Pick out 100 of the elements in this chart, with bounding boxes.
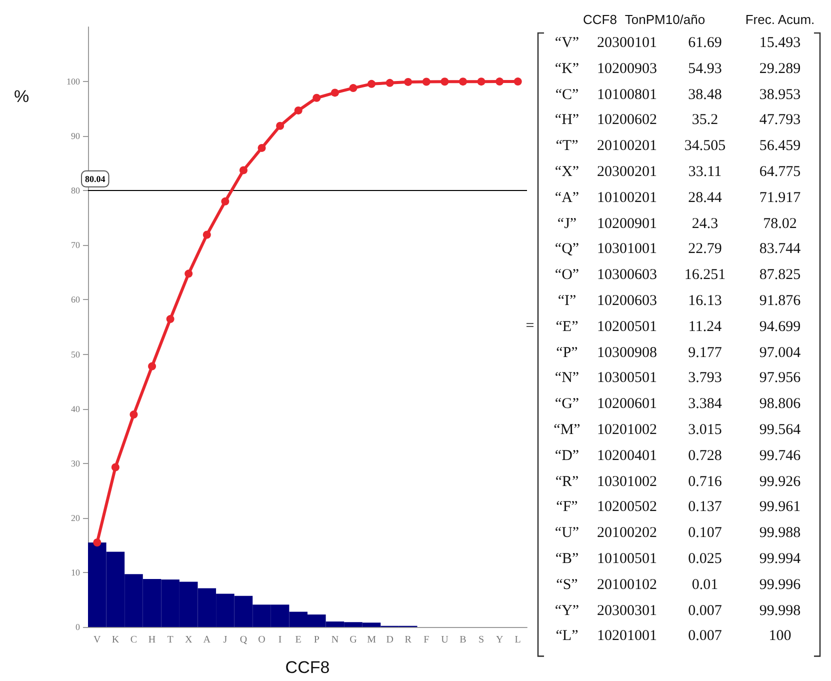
x-tick-label: K [112,634,120,646]
text: 20100102 [597,576,657,594]
x-tick-label: P [314,634,320,646]
text: 10200601 [597,396,657,414]
y-tick-label: 20 [71,512,80,523]
ref-line-label: 80.04 [85,174,106,184]
point [202,230,211,239]
point [239,166,248,174]
text: “G” [554,396,580,414]
x-axis-title: CCF8 [285,658,330,677]
text: 20100201 [597,138,657,156]
text: “P” [556,344,578,362]
text: 97.956 [759,370,801,388]
point [349,84,358,92]
text: 56.459 [759,138,801,156]
text: 99.564 [759,422,801,439]
text: 3.015 [688,422,722,439]
text: 38.48 [688,86,722,104]
text: 10200502 [597,499,657,516]
annotation: = [526,318,534,335]
text: “U” [554,525,580,542]
x-tick-label: I [278,634,282,646]
y-tick-label: 30 [71,458,80,468]
x-tick-label: L [514,634,521,646]
text: 99.998 [759,602,801,620]
text: 10300908 [597,344,657,362]
text: “I” [558,293,576,310]
text: “L” [556,628,578,646]
text: 0.107 [688,525,722,542]
text: 33.11 [688,164,722,181]
text: 10100801 [597,86,657,104]
x-tick-label: D [386,634,394,646]
x-tick-label: E [295,634,302,646]
point [276,122,284,130]
text: 99.996 [759,576,801,594]
x-tick-label: S [478,634,484,646]
text: 3.384 [688,396,722,414]
point [294,106,302,114]
text: 35.2 [692,112,718,130]
text: 3.793 [688,370,722,388]
text: 71.917 [759,190,801,207]
y-tick-label: 100 [66,76,80,87]
x-tick-label: Y [496,634,504,646]
x-tick-label: Q [240,634,248,646]
point [312,94,321,102]
y-tick-label: 70 [71,240,80,250]
text: TonPM10/año [624,12,706,27]
point [404,78,412,86]
x-tick-label: V [94,634,102,646]
point [514,78,522,86]
text: “K” [554,60,580,78]
y-tick-label: 0 [76,622,80,632]
point [477,78,486,86]
y-tick-label: 80 [71,186,80,196]
text: 100 [768,628,792,646]
text: 10301002 [597,474,657,491]
text: 0.137 [688,499,722,516]
text: “S” [556,576,578,594]
text: 99.926 [759,474,801,491]
text: 16.13 [688,293,722,310]
y-axis-title: % [14,87,30,106]
x-tick-label: H [148,634,156,646]
text: 10100501 [597,551,657,568]
text: 10200901 [597,216,657,233]
point [111,463,120,472]
point [368,80,376,88]
x-tick-label: T [167,634,174,646]
text: 0.01 [692,576,718,594]
text: “Y” [554,602,580,620]
text: “F” [556,499,578,516]
x-tick-label: X [184,634,193,646]
text: 15.493 [759,35,801,52]
text: 99.988 [759,525,801,542]
text: 0.007 [688,628,722,646]
text: “V” [554,35,580,52]
text: 10200603 [597,293,657,310]
text: 34.505 [684,138,726,156]
text: “T” [556,138,578,156]
point [330,88,339,97]
text: “A” [554,190,580,207]
x-tick-label: J [223,634,228,646]
text: 10201002 [597,422,657,439]
text: “J” [557,216,577,233]
text: 10201001 [597,628,657,646]
text: 20100202 [597,525,657,542]
y-tick-label: 60 [71,294,80,305]
text: 64.775 [759,164,801,181]
text: 22.79 [688,241,722,258]
text: 78.02 [763,216,797,233]
text: 83.744 [759,241,801,258]
x-tick-label: B [460,634,467,646]
text: 16.251 [684,267,726,284]
text: 20300301 [597,602,657,620]
text: “X” [554,164,580,181]
x-tick-label: U [441,634,450,646]
point [440,78,449,86]
text: 20300201 [597,164,657,181]
text: 10100201 [597,190,657,207]
text: 10301001 [597,241,657,258]
text: 0.025 [688,551,722,568]
